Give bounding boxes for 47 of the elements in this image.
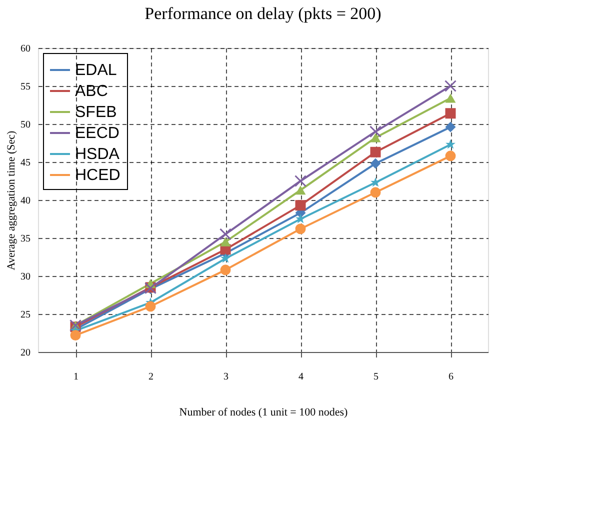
point bbox=[295, 200, 306, 211]
point bbox=[370, 126, 382, 138]
legend-label: HCED bbox=[75, 167, 120, 184]
point bbox=[296, 214, 306, 224]
point bbox=[370, 146, 381, 158]
y-tick-label: 40 bbox=[20, 196, 30, 206]
point bbox=[294, 175, 306, 187]
point bbox=[445, 150, 456, 162]
chart-title: Performance on delay (pkts = 200) bbox=[144, 4, 382, 23]
x-tick-label: 1 bbox=[74, 372, 78, 382]
x-axis-title: Number of nodes (1 unit = 100 nodes) bbox=[179, 406, 348, 418]
y-tick-label: 55 bbox=[20, 82, 30, 92]
y-tick-label: 50 bbox=[20, 120, 30, 130]
legend-label: HSDA bbox=[75, 146, 120, 163]
point bbox=[145, 301, 156, 312]
point bbox=[370, 187, 381, 198]
point bbox=[70, 330, 81, 341]
legend-label: EDAL bbox=[75, 62, 117, 79]
x-tick-label: 2 bbox=[148, 372, 154, 382]
point bbox=[220, 253, 230, 263]
point bbox=[444, 80, 456, 92]
point bbox=[445, 94, 456, 103]
point bbox=[295, 224, 306, 234]
point bbox=[445, 108, 456, 119]
y-tick-label: 20 bbox=[20, 348, 30, 358]
point bbox=[295, 186, 306, 195]
y-tick-label: 25 bbox=[20, 310, 30, 320]
x-tick-label: 5 bbox=[374, 372, 378, 382]
y-tick-label: 35 bbox=[20, 234, 30, 244]
x-tick-label: 6 bbox=[448, 372, 454, 382]
legend-label: ABC bbox=[75, 83, 108, 100]
point bbox=[445, 122, 456, 132]
point bbox=[370, 158, 381, 169]
point bbox=[220, 228, 232, 240]
point bbox=[446, 139, 456, 149]
y-axis-title: Average aggregation time (Sec) bbox=[6, 130, 18, 270]
y-tick-label: 45 bbox=[20, 158, 30, 168]
y-tick-label: 30 bbox=[20, 272, 30, 282]
point bbox=[370, 133, 381, 142]
point bbox=[370, 177, 380, 187]
point bbox=[220, 237, 231, 246]
y-tick-label: 60 bbox=[20, 44, 30, 54]
legend-label: SFEB bbox=[75, 104, 117, 121]
x-tick-label: 4 bbox=[298, 372, 304, 382]
legend-label: EECD bbox=[75, 125, 120, 142]
x-tick-label: 3 bbox=[224, 372, 228, 382]
point bbox=[220, 264, 231, 276]
